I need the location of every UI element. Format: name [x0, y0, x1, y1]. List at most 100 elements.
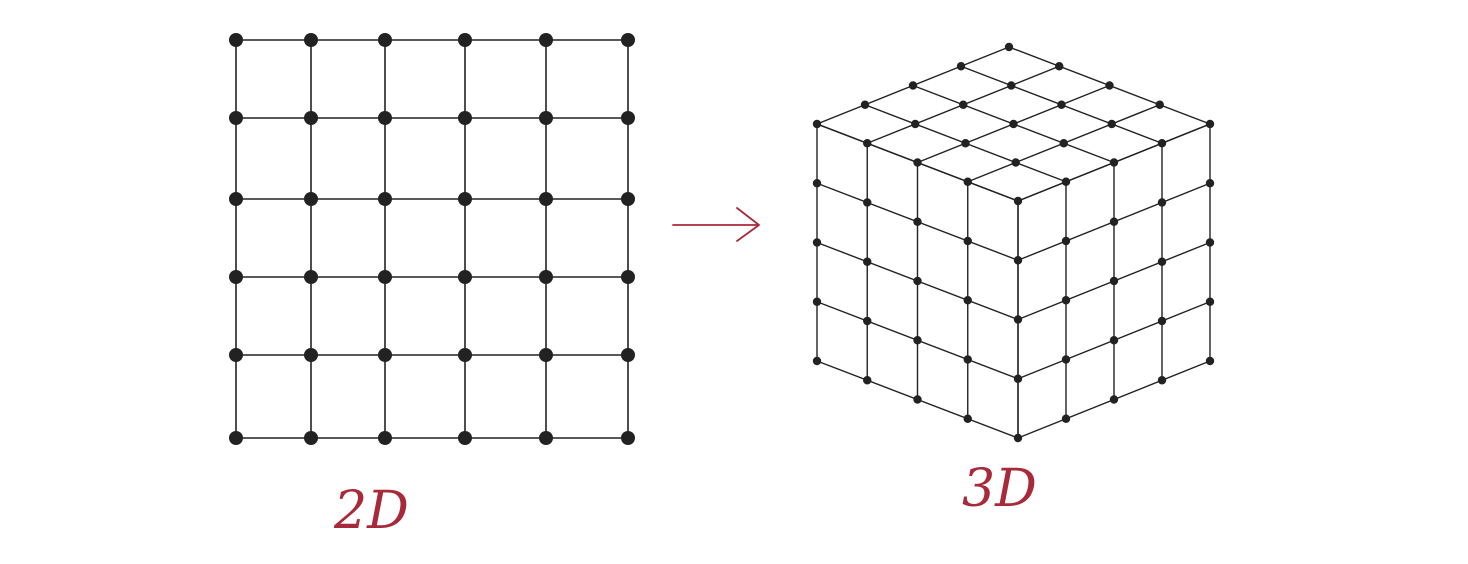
cube-top-node: [1009, 120, 1017, 128]
grid-2d-node: [458, 270, 472, 284]
cube-right-node: [1206, 238, 1214, 246]
cube-left-node: [1014, 434, 1022, 442]
cube-right-node: [1158, 198, 1166, 206]
grid-2d-node: [539, 270, 553, 284]
cube-left-node: [964, 237, 972, 245]
cube-right-node: [1158, 317, 1166, 325]
cube-top-node: [813, 120, 821, 128]
cube-right-node: [1206, 357, 1214, 365]
cube-top-node: [957, 62, 965, 70]
cube-left-node: [964, 355, 972, 363]
grid-2d-node: [539, 348, 553, 362]
grid-2d-node: [621, 431, 635, 445]
cube-right-node: [1062, 237, 1070, 245]
grid-2d-node: [378, 348, 392, 362]
grid-2d-node: [229, 431, 243, 445]
grid-2d-node: [304, 192, 318, 206]
grid-2d-node: [229, 33, 243, 47]
grid-2d-node: [539, 111, 553, 125]
cube-left-node: [913, 218, 921, 226]
cube-top-node: [1005, 43, 1013, 51]
cube-left-node: [813, 298, 821, 306]
grid-2d-node: [621, 270, 635, 284]
cube-top-node: [911, 120, 919, 128]
grid-2d-node: [458, 431, 472, 445]
grid-2d-node: [621, 192, 635, 206]
cube-top-node: [1206, 120, 1214, 128]
cube-right-node: [1110, 277, 1118, 285]
cube-left-node: [913, 277, 921, 285]
cube-left-node: [863, 258, 871, 266]
cube-top-node: [909, 81, 917, 89]
grid-2d-node: [378, 270, 392, 284]
cube-top-node: [1158, 139, 1166, 147]
cube-top-node: [913, 158, 921, 166]
cube-top-node: [1012, 158, 1020, 166]
cube-top-node: [1014, 197, 1022, 205]
grid-2d-node: [378, 33, 392, 47]
cube-top-node: [1057, 101, 1065, 109]
cube-top-node: [1060, 139, 1068, 147]
grid-2d-node: [304, 111, 318, 125]
cube-top-node: [1156, 101, 1164, 109]
cube-right-node: [1110, 336, 1118, 344]
cube-left-node: [1014, 256, 1022, 264]
cube-top-node: [1007, 81, 1015, 89]
grid-2d-node: [458, 111, 472, 125]
cube-left-node: [813, 357, 821, 365]
cube-top-node: [1108, 120, 1116, 128]
cube-left-node: [863, 376, 871, 384]
grid-2d-node: [378, 431, 392, 445]
cube-left-node: [863, 317, 871, 325]
cube-left-node: [813, 238, 821, 246]
grid-2d-node: [229, 270, 243, 284]
cube-top-node: [1105, 81, 1113, 89]
cube-left-node: [1014, 315, 1022, 323]
label-2d: 2D: [333, 481, 409, 541]
cube-top-node: [863, 139, 871, 147]
cube-right-node: [1158, 376, 1166, 384]
grid-2d-node: [458, 192, 472, 206]
cube-top-node: [959, 101, 967, 109]
cube-right-node: [1206, 298, 1214, 306]
grid-2d-node: [539, 192, 553, 206]
grid-2d-node: [229, 192, 243, 206]
grid-2d-node: [378, 192, 392, 206]
cube-right-node: [1206, 179, 1214, 187]
label-3d: 3D: [962, 459, 1037, 519]
grid-2d-node: [539, 33, 553, 47]
grid-2d-node: [304, 270, 318, 284]
grid-2d-node: [304, 431, 318, 445]
cube-right-node: [1062, 296, 1070, 304]
cube-left-node: [813, 179, 821, 187]
cube-top-node: [964, 178, 972, 186]
cube-right-node: [1110, 395, 1118, 403]
cube-top-node: [961, 139, 969, 147]
grid-2d-node: [304, 33, 318, 47]
cube-left-node: [913, 336, 921, 344]
grid-2d-node: [539, 431, 553, 445]
cube-left-node: [964, 415, 972, 423]
grid-2d: [229, 33, 635, 445]
grid-2d-node: [621, 33, 635, 47]
transform-arrow: [673, 208, 759, 241]
cube-right-node: [1158, 258, 1166, 266]
cube-left-node: [913, 395, 921, 403]
grid-2d-node: [621, 111, 635, 125]
grid-2d-node: [229, 348, 243, 362]
cube-left-node: [964, 296, 972, 304]
cube-left-node: [863, 198, 871, 206]
grid-2d-node: [458, 348, 472, 362]
cube-right-node: [1062, 415, 1070, 423]
cube-top-node: [861, 101, 869, 109]
cube-3d: [813, 43, 1214, 442]
cube-top-node: [1055, 62, 1063, 70]
cube-top-node: [1062, 178, 1070, 186]
grid-2d-node: [458, 33, 472, 47]
grid-2d-node: [621, 348, 635, 362]
cube-right-node: [1062, 355, 1070, 363]
cube-top-node: [1110, 158, 1118, 166]
grid-2d-node: [229, 111, 243, 125]
grid-2d-node: [378, 111, 392, 125]
